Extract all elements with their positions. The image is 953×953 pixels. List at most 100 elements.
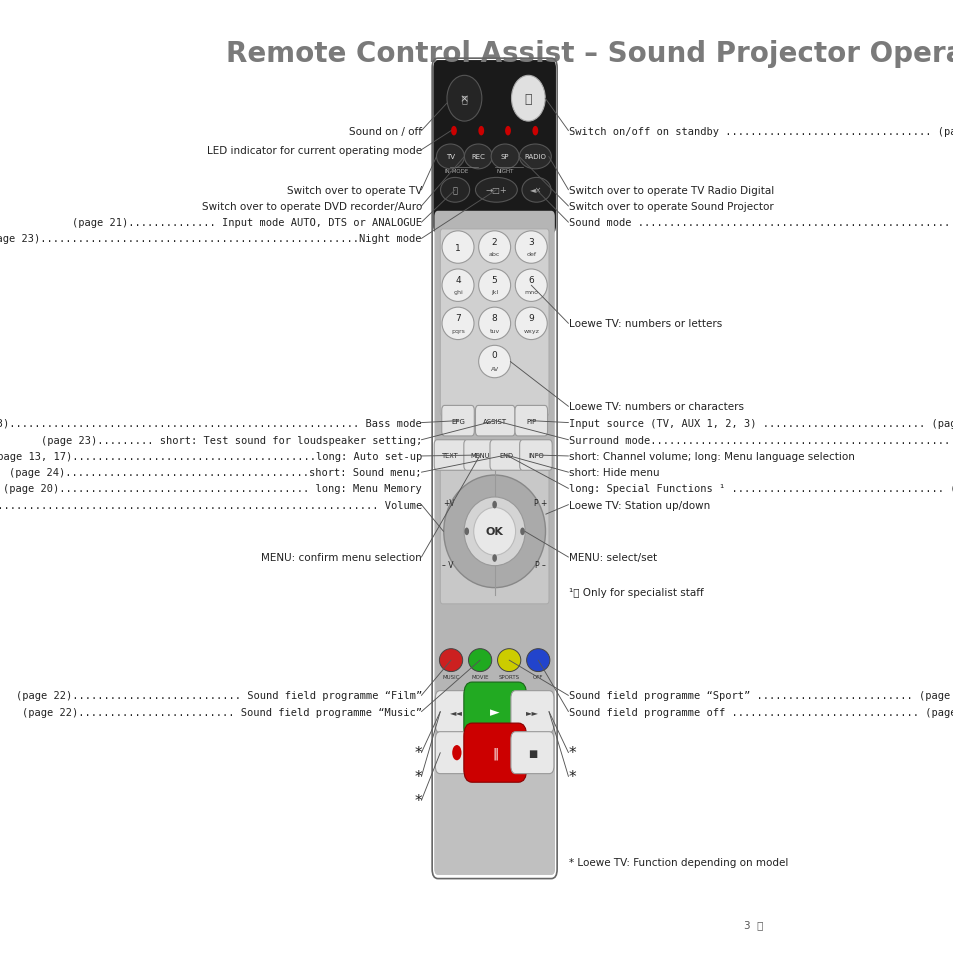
Ellipse shape — [478, 232, 510, 264]
Text: ASSIST: ASSIST — [482, 418, 507, 424]
Ellipse shape — [515, 232, 547, 264]
Text: IN-MODE: IN-MODE — [444, 169, 469, 174]
Ellipse shape — [511, 76, 545, 122]
Text: ⏹: ⏹ — [461, 94, 467, 104]
Text: PIP: PIP — [526, 418, 536, 424]
Ellipse shape — [475, 178, 517, 203]
Text: 4: 4 — [455, 275, 460, 285]
Text: SPORTS: SPORTS — [498, 674, 519, 679]
Text: Surround mode................................................ (page 22): Surround mode...........................… — [568, 436, 953, 445]
Circle shape — [464, 528, 469, 536]
Text: short: Hide menu: short: Hide menu — [568, 468, 659, 477]
Text: Loewe TV: Station up/down: Loewe TV: Station up/down — [568, 500, 710, 510]
FancyBboxPatch shape — [435, 691, 477, 733]
FancyBboxPatch shape — [511, 691, 554, 733]
Text: Switch over to operate TV: Switch over to operate TV — [286, 186, 421, 195]
Text: *: * — [414, 769, 421, 784]
Ellipse shape — [441, 232, 474, 264]
Text: P +: P + — [534, 498, 547, 508]
Circle shape — [492, 501, 497, 509]
Text: 0: 0 — [491, 351, 497, 360]
FancyBboxPatch shape — [515, 406, 547, 436]
Ellipse shape — [464, 497, 524, 566]
Text: (page 20)........................................ long: Menu Memory: (page 20)...............................… — [3, 484, 421, 494]
Ellipse shape — [521, 178, 551, 203]
Text: REC: REC — [471, 154, 485, 160]
Text: *: * — [414, 793, 421, 808]
Text: ghi: ghi — [453, 290, 462, 295]
Text: 2: 2 — [492, 237, 497, 247]
Ellipse shape — [474, 508, 515, 556]
Text: LED indicator for current operating mode: LED indicator for current operating mode — [207, 146, 421, 155]
Text: (page 23)...................................................Night mode: (page 23)...............................… — [0, 234, 421, 244]
Text: Switch over to operate Sound Projector: Switch over to operate Sound Projector — [568, 202, 773, 212]
Text: jkl: jkl — [491, 290, 497, 295]
Ellipse shape — [478, 346, 510, 378]
Text: SURR: SURR — [487, 406, 502, 412]
Text: * Loewe TV: Function depending on model: * Loewe TV: Function depending on model — [568, 858, 787, 867]
Text: Loewe TV: numbers or characters: Loewe TV: numbers or characters — [568, 402, 743, 412]
Circle shape — [477, 127, 484, 136]
Text: ‖: ‖ — [492, 746, 497, 760]
Text: SP: SP — [500, 154, 509, 160]
Text: *: * — [568, 769, 576, 784]
FancyBboxPatch shape — [441, 406, 474, 436]
Text: long: Special Functions ¹ .................................. (page 24): long: Special Functions ¹ ..............… — [568, 484, 953, 494]
Text: (page 13, 17).......................................long: Auto set-up: (page 13, 17)...........................… — [0, 452, 421, 461]
Text: OFF: OFF — [533, 674, 543, 679]
Ellipse shape — [447, 76, 481, 122]
Text: END: END — [498, 453, 513, 458]
Text: MENU: MENU — [470, 453, 489, 458]
Text: (page 19)............................................................. Volume: (page 19)...............................… — [0, 500, 421, 510]
Ellipse shape — [436, 145, 464, 170]
Circle shape — [451, 127, 456, 136]
Text: NIGHT: NIGHT — [496, 169, 514, 174]
Text: Sound mode .................................................. (page 20): Sound mode .............................… — [568, 218, 953, 228]
Text: Switch over to operate DVD recorder/Auro: Switch over to operate DVD recorder/Auro — [201, 202, 421, 212]
Text: short: Channel volume; long: Menu language selection: short: Channel volume; long: Menu langua… — [568, 452, 854, 461]
Ellipse shape — [518, 145, 551, 170]
Text: AUX: AUX — [525, 406, 537, 412]
Text: (page 22)......................... Sound field programme “Music”: (page 22)......................... Sound… — [22, 707, 421, 717]
Text: ■: ■ — [527, 748, 537, 758]
FancyBboxPatch shape — [434, 212, 555, 875]
Text: TEST: TEST — [443, 440, 456, 446]
Text: wxyz: wxyz — [523, 328, 538, 334]
Text: tuv: tuv — [489, 328, 499, 334]
Text: 9: 9 — [528, 314, 534, 323]
Text: (page 22)........................... Sound field programme “Film”: (page 22)........................... Sou… — [15, 691, 421, 700]
Text: +V: +V — [443, 498, 455, 508]
FancyBboxPatch shape — [463, 440, 496, 471]
Ellipse shape — [464, 145, 492, 170]
Circle shape — [532, 127, 537, 136]
FancyBboxPatch shape — [519, 440, 552, 471]
Text: Remote Control Assist – Sound Projector Operation: Remote Control Assist – Sound Projector … — [226, 40, 953, 68]
Text: Sound field programme “Sport” ......................... (page 22): Sound field programme “Sport” ..........… — [568, 691, 953, 700]
Ellipse shape — [441, 270, 474, 302]
FancyBboxPatch shape — [440, 230, 548, 416]
Text: *: * — [414, 745, 421, 760]
Text: 1: 1 — [455, 243, 460, 253]
Text: ⏻: ⏻ — [524, 92, 532, 106]
Text: MUSIC: MUSIC — [442, 674, 459, 679]
Circle shape — [519, 528, 524, 536]
Ellipse shape — [468, 649, 491, 672]
Ellipse shape — [478, 308, 510, 340]
Text: TV: TV — [445, 154, 455, 160]
Circle shape — [504, 127, 511, 136]
Circle shape — [452, 745, 461, 760]
FancyBboxPatch shape — [440, 460, 548, 604]
Text: (page 23)........................................................ Bass mode: (page 23)...............................… — [0, 418, 421, 428]
Text: ◄×: ◄× — [530, 186, 542, 195]
FancyBboxPatch shape — [435, 732, 477, 774]
Text: 8: 8 — [491, 314, 497, 323]
FancyBboxPatch shape — [433, 61, 556, 234]
Text: ►►: ►► — [525, 707, 538, 717]
Text: MOVIE: MOVIE — [471, 674, 488, 679]
Text: ◄◄: ◄◄ — [450, 707, 463, 717]
Ellipse shape — [441, 308, 474, 340]
Text: ►: ► — [490, 705, 499, 719]
Text: 3: 3 — [528, 237, 534, 247]
FancyBboxPatch shape — [490, 440, 522, 471]
Ellipse shape — [443, 476, 545, 588]
